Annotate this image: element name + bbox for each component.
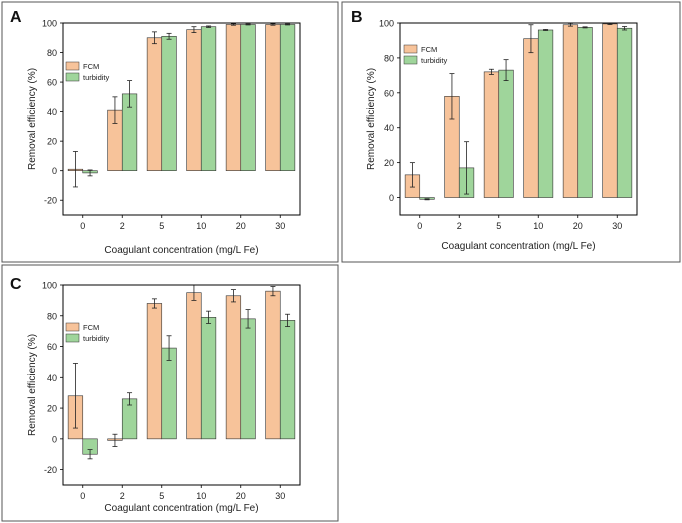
legend: FCM turbidity <box>65 61 110 82</box>
legend-label-turbidity: turbidity <box>83 73 110 82</box>
y-tick-label: 40 <box>384 123 394 133</box>
bar-turbidity-20 <box>240 318 256 440</box>
x-tick-label: 30 <box>275 221 285 231</box>
legend-label-turbidity: turbidity <box>83 334 110 343</box>
panel-frame <box>341 1 681 263</box>
y-tick-label: 0 <box>389 193 394 203</box>
y-axis-label: Removal efficiency (%) <box>27 68 38 170</box>
bar-turbidity-10 <box>200 317 217 440</box>
legend-label-fcm: FCM <box>421 45 437 54</box>
x-tick-label: 20 <box>236 221 246 231</box>
x-tick-label: 20 <box>573 221 583 231</box>
y-tick-label: -20 <box>44 465 57 475</box>
plot-area <box>62 22 301 216</box>
x-tick-label: 2 <box>457 221 462 231</box>
legend-swatch-turbidity <box>403 55 418 65</box>
legend-swatch-fcm <box>65 61 80 71</box>
x-tick-label: 2 <box>120 491 125 501</box>
y-tick-label: 0 <box>52 434 57 444</box>
legend-swatch-turbidity <box>65 333 80 343</box>
x-tick-label: 0 <box>80 491 85 501</box>
bar-fcm-5 <box>146 303 163 440</box>
x-tick-label: 10 <box>196 491 206 501</box>
bar-turbidity-30 <box>279 24 296 171</box>
x-tick-label: 30 <box>275 491 285 501</box>
bar-turbidity-5 <box>161 347 177 440</box>
bar-fcm-10 <box>186 29 202 171</box>
x-tick-label: 2 <box>120 221 125 231</box>
y-tick-label: 80 <box>47 48 57 58</box>
bar-turbidity-20 <box>240 24 256 171</box>
y-tick-label: 20 <box>384 158 394 168</box>
chart-panel-a: -20 0 20 40 60 80 100 0 2 5 10 20 30 Removal efficien… <box>1 1 339 263</box>
panel-label: C <box>10 276 22 293</box>
y-tick-label: 80 <box>384 53 394 63</box>
y-tick-label: 20 <box>47 404 57 414</box>
y-tick-label: 80 <box>47 311 57 321</box>
bar-fcm-30 <box>265 24 281 171</box>
bar-fcm-20 <box>562 24 579 198</box>
y-tick-label: 40 <box>47 373 57 383</box>
legend: FCM turbidity <box>65 322 110 343</box>
chart-panel-c: -20 0 20 40 60 80 100 0 2 5 10 20 30 Removal efficien… <box>1 264 339 522</box>
y-tick-label: 100 <box>42 19 57 29</box>
bar-fcm-30 <box>602 23 618 198</box>
chart-panel-b: 0 20 40 60 80 100 0 2 5 10 20 30 Removal efficiency … <box>341 1 681 263</box>
legend-swatch-fcm <box>65 322 80 332</box>
bar-fcm-5 <box>146 37 163 171</box>
x-tick-label: 10 <box>533 221 543 231</box>
bar-turbidity-5 <box>498 69 514 198</box>
plot-area <box>399 22 638 216</box>
legend-swatch-fcm <box>403 44 418 54</box>
bar-turbidity-20 <box>577 27 593 198</box>
bar-turbidity-5 <box>161 35 177 171</box>
legend-label-turbidity: turbidity <box>421 56 448 65</box>
x-axis-label: Coagulant concentration (mg/L Fe) <box>441 241 595 252</box>
y-axis-label: Removal efficiency (%) <box>27 334 38 436</box>
legend-label-fcm: FCM <box>83 62 99 71</box>
y-tick-label: 60 <box>47 342 57 352</box>
bar-fcm-30 <box>265 290 281 440</box>
x-tick-label: 5 <box>159 491 164 501</box>
x-tick-label: 30 <box>612 221 622 231</box>
y-tick-label: 0 <box>52 166 57 176</box>
x-tick-label: 20 <box>236 491 246 501</box>
bar-fcm-20 <box>225 24 242 171</box>
legend-swatch-turbidity <box>65 72 80 82</box>
bar-turbidity-30 <box>616 27 633 198</box>
y-axis-label: Removal efficiency (%) <box>366 68 377 170</box>
bar-fcm-10 <box>523 38 539 198</box>
y-tick-label: 100 <box>42 281 57 291</box>
bar-fcm-20 <box>225 295 242 440</box>
y-tick-label: 40 <box>47 107 57 117</box>
bar-turbidity-30 <box>279 320 296 440</box>
y-tick-label: 60 <box>47 78 57 88</box>
legend-label-fcm: FCM <box>83 323 99 332</box>
y-tick-label: -20 <box>44 196 57 206</box>
panel-frame <box>1 1 339 263</box>
y-tick-label: 100 <box>379 19 394 29</box>
bar-fcm-5 <box>483 71 500 198</box>
y-tick-label: 20 <box>47 137 57 147</box>
bar-fcm-10 <box>186 292 202 440</box>
panel-label: B <box>351 9 363 26</box>
x-axis-label: Coagulant concentration (mg/L Fe) <box>104 503 258 514</box>
x-tick-label: 0 <box>80 221 85 231</box>
x-tick-label: 5 <box>159 221 164 231</box>
bar-turbidity-10 <box>200 26 217 171</box>
plot-area <box>62 284 301 486</box>
panel-label: A <box>10 9 22 26</box>
x-axis-label: Coagulant concentration (mg/L Fe) <box>104 245 258 256</box>
x-tick-label: 0 <box>417 221 422 231</box>
x-tick-label: 10 <box>196 221 206 231</box>
legend: FCM turbidity <box>403 44 448 65</box>
x-tick-label: 5 <box>496 221 501 231</box>
panel-frame <box>1 264 339 522</box>
y-tick-label: 60 <box>384 88 394 98</box>
bar-turbidity-10 <box>537 29 554 198</box>
